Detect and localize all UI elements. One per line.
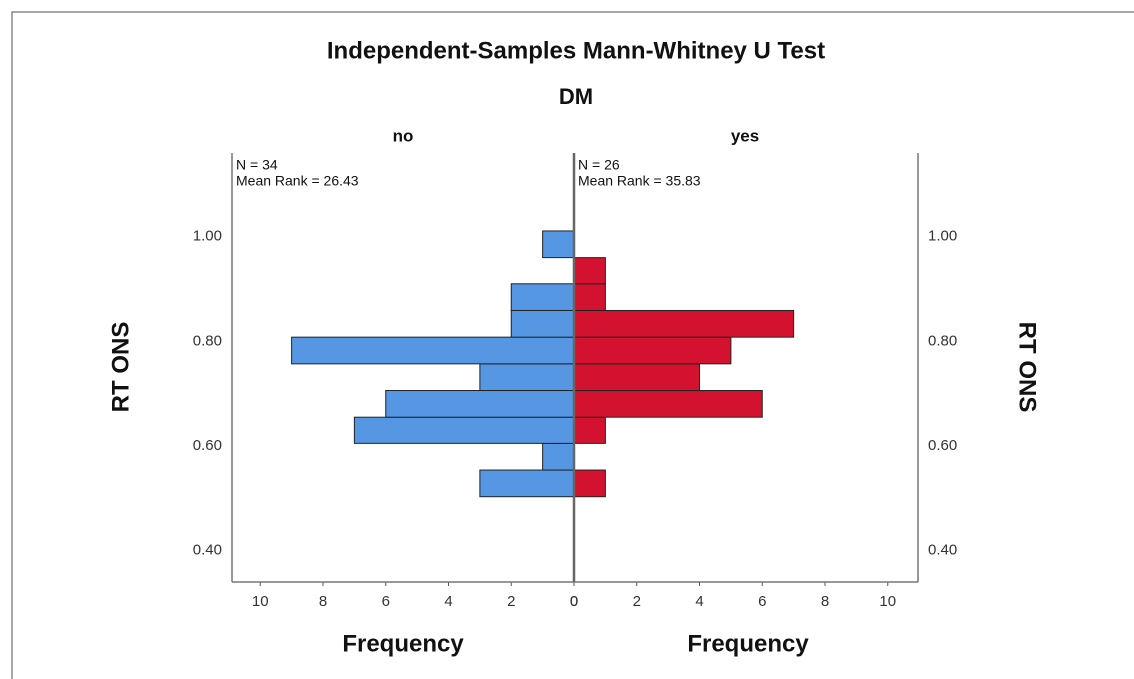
y-tick-label: 0.80 (193, 332, 222, 349)
x-tick-label: 6 (758, 593, 766, 610)
bar (573, 416, 606, 444)
chart-subtitle: DM (559, 84, 593, 109)
panel-header: no (393, 126, 414, 145)
x-tick-label: 10 (252, 593, 269, 610)
y-tick-label: 1.00 (193, 228, 222, 245)
x-tick-label: 0 (570, 593, 578, 610)
annotation: Mean Rank = 35.83 (578, 173, 701, 189)
x-tick-label: 6 (382, 593, 390, 610)
bar (573, 390, 763, 418)
bar (573, 469, 606, 498)
y-tick-label: 1.00 (928, 228, 957, 245)
bar (479, 363, 575, 392)
y-tick-label: 0.40 (928, 542, 957, 559)
x-tick-label: 8 (319, 593, 327, 610)
bar (573, 336, 732, 365)
bar (542, 442, 575, 471)
y-tick-label: 0.60 (928, 437, 957, 454)
y-tick-label: 0.80 (928, 332, 957, 349)
bar (479, 469, 575, 498)
panel-header: yes (731, 126, 759, 145)
bar (385, 390, 575, 418)
bar (353, 416, 575, 444)
annotation: Mean Rank = 26.43 (236, 173, 359, 189)
bar (573, 363, 701, 392)
bar (573, 309, 795, 338)
x-axis-label: Frequency (687, 630, 809, 657)
bar (573, 283, 606, 311)
annotation: N = 26 (578, 157, 620, 173)
bar (542, 230, 575, 259)
x-tick-label: 4 (695, 593, 703, 610)
x-axis-label: Frequency (342, 630, 464, 657)
x-tick-label: 0 (570, 593, 578, 610)
y-axis-label: RT ONS (107, 322, 134, 413)
annotation: N = 34 (236, 157, 278, 173)
x-tick-label: 8 (821, 593, 829, 610)
y-tick-label: 0.40 (193, 542, 222, 559)
x-tick-label: 10 (879, 593, 896, 610)
x-tick-label: 2 (633, 593, 641, 610)
bar (510, 283, 575, 311)
frame (11, 11, 1134, 679)
chart-title: Independent-Samples Mann-Whitney U Test (327, 37, 825, 64)
y-tick-label: 0.60 (193, 437, 222, 454)
x-tick-label: 4 (444, 593, 452, 610)
y-axis-label: RT ONS (1014, 322, 1041, 413)
x-tick-label: 2 (507, 593, 515, 610)
bar (291, 336, 575, 365)
bar (510, 309, 575, 338)
bar (573, 257, 606, 285)
